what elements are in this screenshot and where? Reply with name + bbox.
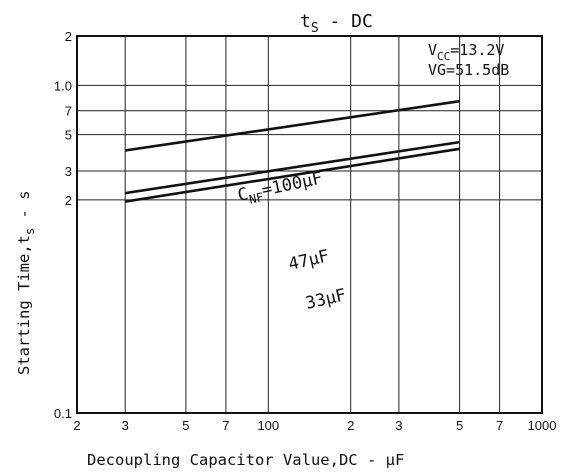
- series-line-1: [125, 140, 460, 195]
- vcc-condition: VCC=13.2V: [428, 41, 504, 63]
- x-tick-label: 7: [222, 418, 229, 433]
- x-tick-label: 2: [347, 418, 354, 433]
- x-axis-label: Decoupling Capacitor Value,DC - µF: [87, 451, 404, 469]
- x-tick-label: 1000: [528, 418, 557, 433]
- conditions-box: VCC=13.2V VG=51.5dB: [428, 41, 509, 79]
- x-tick-label: 100: [257, 418, 279, 433]
- series-labels: CNF=100μF 47μF 33μF: [236, 168, 348, 313]
- vg-condition: VG=51.5dB: [428, 61, 509, 79]
- x-tick-label: 7: [496, 418, 503, 433]
- x-tick-label: 5: [456, 418, 463, 433]
- y-tick-label: 2: [65, 193, 72, 208]
- y-tick-label: 2: [65, 29, 72, 44]
- x-tick-label: 5: [182, 418, 189, 433]
- grid: [77, 36, 542, 413]
- y-tick-label: 5: [65, 128, 72, 143]
- chart-title: tS - DC: [300, 11, 373, 36]
- y-tick-label: 0.1: [54, 406, 72, 421]
- series-lines: [124, 99, 460, 203]
- series-label-47uf: 47μF: [287, 246, 331, 275]
- y-tick-label: 7: [65, 104, 72, 119]
- x-tick-label: 3: [395, 418, 402, 433]
- y-axis-label: Starting Time,ts - s: [15, 190, 37, 375]
- x-tick-label: 2: [73, 418, 80, 433]
- series-line-2: [124, 147, 460, 203]
- plot-frame: [76, 35, 543, 414]
- series-line-0: [125, 99, 460, 152]
- x-tick-label: 3: [122, 418, 129, 433]
- series-label-33uf: 33μF: [304, 285, 348, 314]
- y-tick-label: 3: [65, 164, 72, 179]
- y-tick-label: 1.0: [54, 78, 72, 93]
